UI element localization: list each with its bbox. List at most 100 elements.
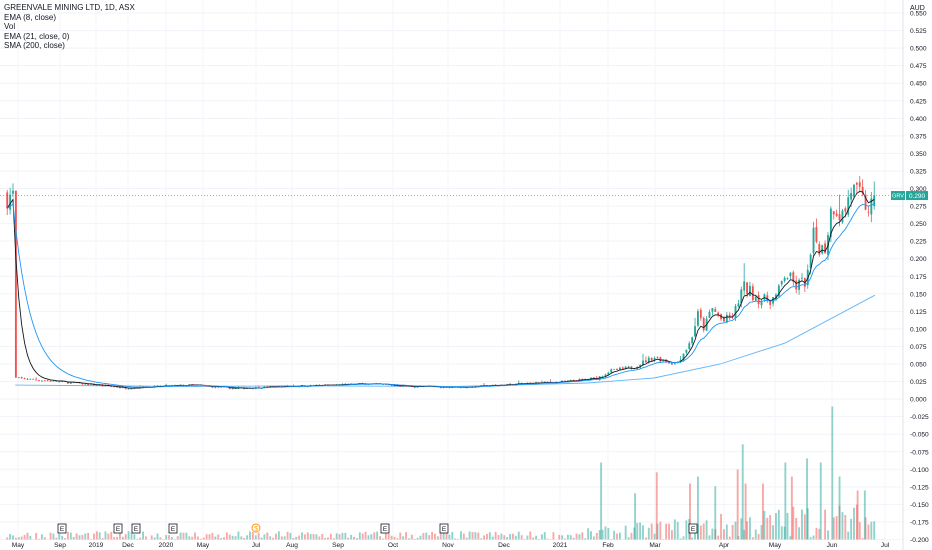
volume-bar bbox=[61, 535, 64, 540]
volume-bar bbox=[809, 537, 812, 540]
volume-bar bbox=[535, 535, 538, 540]
volume-bar bbox=[327, 537, 329, 540]
candle-body bbox=[699, 309, 702, 319]
volume-bar bbox=[350, 534, 353, 540]
volume-bar bbox=[523, 538, 526, 540]
candle-body bbox=[393, 385, 396, 387]
volume-bar bbox=[292, 537, 295, 540]
volume-bar bbox=[494, 531, 497, 540]
volume-bar bbox=[668, 523, 670, 540]
volume-bar bbox=[642, 525, 644, 540]
candle-body bbox=[20, 377, 23, 379]
volume-bar bbox=[795, 518, 798, 540]
volume-bar bbox=[636, 522, 639, 540]
volume-bar bbox=[766, 517, 769, 540]
candle-body bbox=[590, 377, 592, 380]
candle-body bbox=[465, 387, 468, 389]
candle-body bbox=[110, 386, 113, 388]
volume-bar bbox=[266, 532, 269, 540]
legend-title[interactable]: GREENVALE MINING LTD, 1D, ASX bbox=[4, 3, 135, 12]
volume-bar bbox=[95, 531, 98, 540]
candle-body bbox=[581, 378, 584, 380]
volume-bar bbox=[480, 538, 483, 540]
legend-ema8[interactable]: EMA (8, close) bbox=[4, 12, 57, 22]
earnings-marker bbox=[57, 523, 67, 534]
volume-bar bbox=[55, 537, 58, 540]
candle-body bbox=[861, 186, 864, 194]
volume-bar bbox=[760, 525, 763, 540]
price-tick-label: 0.250 bbox=[910, 221, 927, 228]
candle-body bbox=[815, 226, 818, 242]
legend-sma200[interactable]: SMA (200, close) bbox=[4, 41, 65, 51]
volume-bar bbox=[798, 527, 801, 540]
volume-bar bbox=[12, 535, 14, 540]
candle-body bbox=[798, 279, 801, 290]
volume-bar bbox=[214, 536, 217, 540]
volume-bar bbox=[370, 534, 373, 540]
volume-bar bbox=[156, 533, 159, 540]
legend-ema21[interactable]: EMA (21, close, 0) bbox=[4, 31, 70, 41]
volume-bar bbox=[176, 536, 179, 540]
candle-body bbox=[66, 381, 69, 384]
volume-bar bbox=[159, 537, 162, 540]
candle-body bbox=[49, 380, 52, 382]
candle-body bbox=[61, 381, 64, 382]
volume-bar bbox=[824, 509, 827, 540]
last-price-label: 0.290 bbox=[909, 193, 925, 200]
time-tick-label: Jul bbox=[252, 542, 261, 549]
price-tick-label: -0.050 bbox=[910, 432, 929, 439]
volume-bar bbox=[38, 538, 40, 540]
volume-bar bbox=[321, 533, 324, 540]
volume-bar bbox=[64, 538, 66, 540]
volume-bar bbox=[243, 537, 246, 540]
candle-body bbox=[812, 227, 815, 253]
volume-bar bbox=[500, 533, 503, 540]
price-tick-label: 0.275 bbox=[910, 204, 927, 211]
legend-vol[interactable]: Vol bbox=[4, 22, 16, 32]
volume-bar bbox=[772, 525, 775, 540]
volume-bar bbox=[720, 513, 722, 540]
volume-bar bbox=[584, 538, 587, 540]
volume-bar bbox=[223, 537, 225, 540]
volume-bar bbox=[142, 531, 144, 540]
candle-body bbox=[838, 214, 841, 220]
volume-bar bbox=[384, 532, 387, 540]
volume-bar bbox=[491, 536, 494, 540]
candle-body bbox=[399, 386, 402, 387]
volume-bar bbox=[448, 534, 451, 540]
volume-bar bbox=[23, 534, 26, 540]
volume-bar bbox=[512, 533, 514, 540]
volume-bar bbox=[445, 531, 448, 540]
candle-body bbox=[52, 380, 55, 382]
volume-bar bbox=[850, 518, 853, 540]
candle-body bbox=[9, 194, 12, 210]
volume-bar bbox=[422, 533, 425, 540]
volume-bar bbox=[757, 534, 760, 540]
volume-bar bbox=[182, 532, 185, 540]
symbol-badge-label: GRV bbox=[892, 194, 904, 200]
volume-bar bbox=[52, 533, 55, 540]
candle-body bbox=[156, 385, 159, 387]
candle-body bbox=[639, 364, 642, 368]
volume-bar bbox=[673, 519, 676, 540]
candle-body bbox=[864, 194, 867, 210]
volume-spike-bar bbox=[762, 483, 764, 540]
volume-bar bbox=[844, 514, 847, 540]
volume-bar bbox=[277, 531, 280, 540]
candle-body bbox=[604, 374, 607, 377]
volume-bar bbox=[347, 537, 350, 540]
volume-bar bbox=[665, 523, 668, 540]
time-axis[interactable]: May Sep 2019 Dec 2020 May Jul Aug Sep Oct Nov Dec 20… bbox=[12, 542, 890, 549]
volume-bar bbox=[358, 532, 361, 540]
volume-bar bbox=[127, 531, 130, 540]
candle-body bbox=[35, 379, 38, 381]
time-tick-label: Mar bbox=[649, 542, 661, 549]
earnings-marker bbox=[439, 523, 449, 534]
candle-body bbox=[127, 388, 130, 390]
chart-legend: GREENVALE MINING LTD, 1D, ASX EMA (8, cl… bbox=[4, 3, 135, 51]
volume-bar bbox=[315, 534, 318, 540]
time-tick-label: Sep bbox=[332, 542, 344, 549]
volume-bar bbox=[439, 533, 442, 540]
